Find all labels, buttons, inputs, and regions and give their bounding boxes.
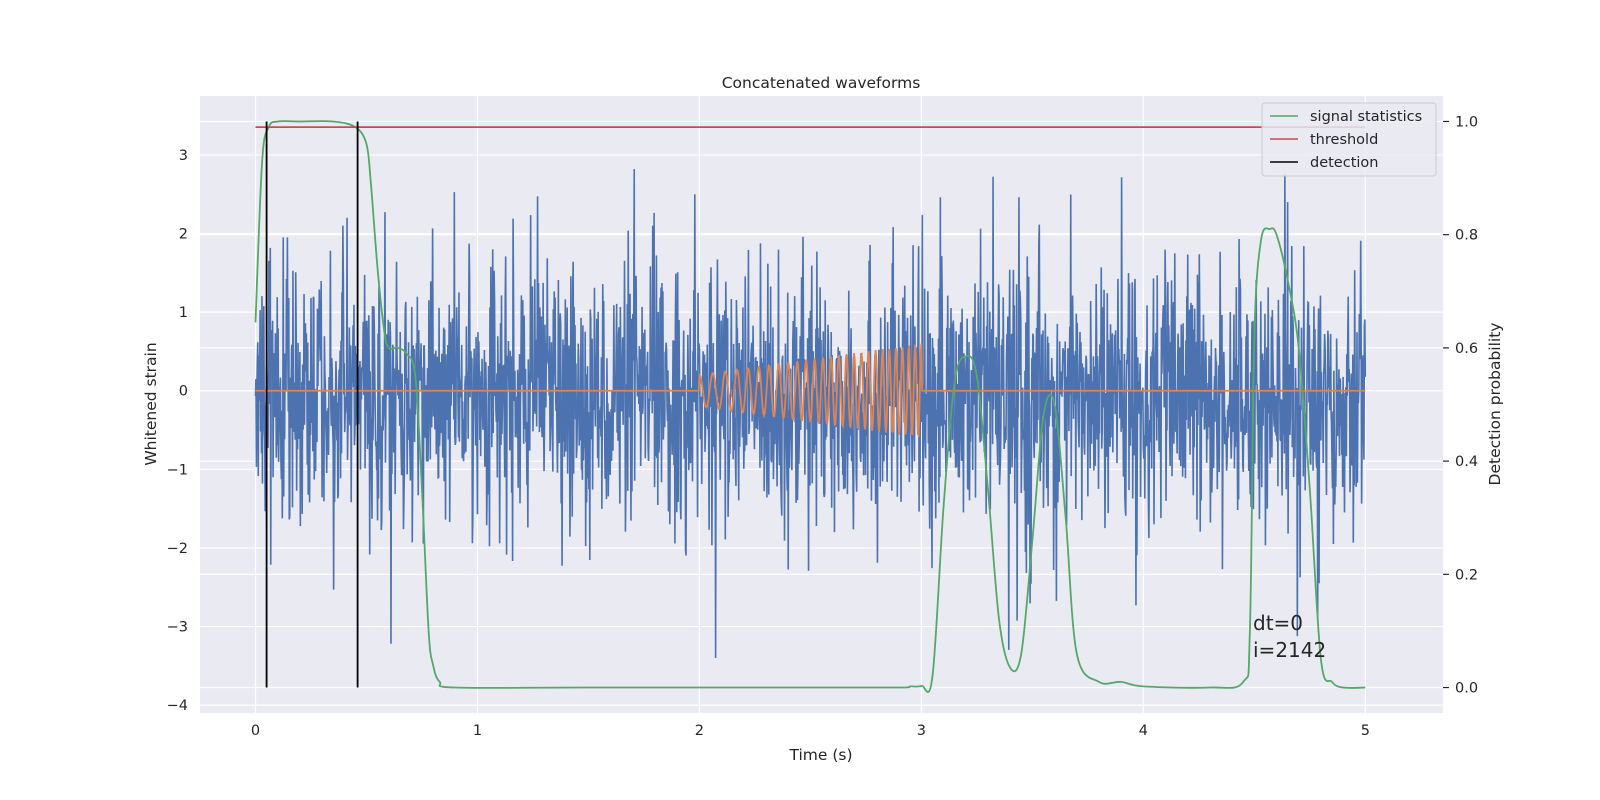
y-right-tick-label: 0.2	[1455, 567, 1478, 583]
x-tick-label: 2	[695, 723, 704, 739]
y-tick-label: −4	[167, 698, 188, 714]
annotation: dt=0 i=2142	[1253, 611, 1326, 662]
y-tick-label: 1	[179, 305, 188, 321]
y-axis-label: Whitened strain	[142, 342, 160, 465]
y-axis-right-label: Detection probability	[1486, 323, 1504, 486]
chart-title: Concatenated waveforms	[722, 74, 921, 92]
x-tick-label: 3	[917, 723, 926, 739]
y-right-tick-label: 0.6	[1455, 341, 1478, 357]
y-tick-label: −1	[167, 462, 188, 478]
ticks: 0 1 2 3 4 5 −4 −3 −2 −1 0 1 2 3 0.0 0.2 0.4 0.6 0.8 1.0	[167, 114, 1478, 739]
annotation-line-2: i=2142	[1253, 638, 1326, 662]
series-layer	[254, 120, 1367, 693]
legend-label-detection: detection	[1310, 155, 1378, 171]
x-tick-label: 0	[251, 723, 260, 739]
y-right-tick-label: 0.4	[1455, 454, 1478, 470]
y-tick-label: −3	[167, 620, 188, 636]
y-tick-label: 2	[179, 227, 188, 243]
y-tick-label: 0	[179, 384, 188, 400]
x-tick-label: 4	[1139, 723, 1148, 739]
legend-label-signal-statistics: signal statistics	[1310, 109, 1422, 125]
annotation-line-1: dt=0	[1253, 611, 1303, 635]
x-axis-label: Time (s)	[788, 746, 852, 764]
x-tick-label: 1	[473, 723, 482, 739]
y-right-tick-label: 0.0	[1455, 681, 1478, 697]
strain-noise-series	[254, 169, 1367, 658]
legend: signal statistics threshold detection	[1261, 102, 1437, 177]
y-tick-label: 3	[179, 148, 188, 164]
y-tick-label: −2	[167, 541, 188, 557]
x-tick-label: 5	[1361, 723, 1370, 739]
signal-statistics-line	[254, 120, 1366, 693]
y-right-tick-label: 1.0	[1455, 114, 1478, 130]
legend-box	[1261, 102, 1437, 177]
template-chirp-series	[255, 343, 1366, 438]
y-right-tick-label: 0.8	[1455, 228, 1478, 244]
legend-label-threshold: threshold	[1310, 132, 1378, 148]
